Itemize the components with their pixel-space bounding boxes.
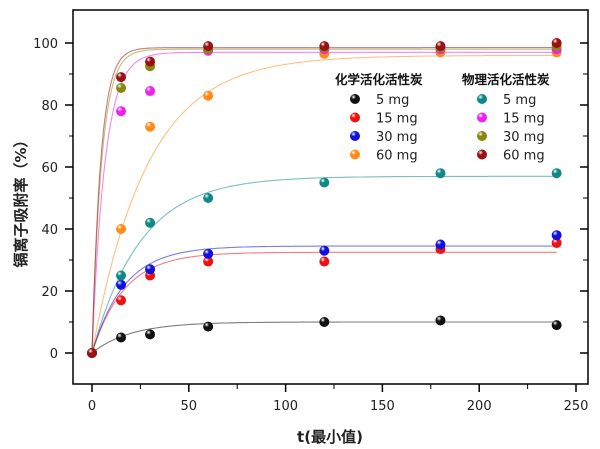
y-tick-label: 60 — [41, 161, 58, 176]
plot-frame — [72, 9, 589, 385]
legend-label: 5 mg — [376, 93, 409, 108]
data-point — [203, 248, 214, 259]
data-point — [116, 72, 127, 83]
data-point — [435, 315, 446, 326]
data-point — [435, 41, 446, 52]
data-point — [116, 224, 127, 234]
x-axis-label: t(最小值) — [297, 428, 363, 446]
data-point — [145, 86, 156, 97]
x-tick-label: 250 — [564, 399, 589, 414]
y-tick-label: 20 — [41, 285, 58, 300]
y-axis-label: 镉离子吸附率（%） — [12, 132, 30, 267]
data-point — [116, 82, 127, 93]
data-point — [203, 90, 214, 101]
data-point — [145, 329, 156, 340]
fit-curve — [91, 51, 557, 354]
y-tick-label: 80 — [41, 99, 58, 114]
x-tick-label: 50 — [181, 399, 198, 414]
legend-label: 60 mg — [376, 149, 418, 164]
legend-label: 30 mg — [503, 130, 545, 145]
legend-label: 30 mg — [376, 130, 418, 145]
y-tick-label: 0 — [50, 347, 58, 362]
legend-label: 15 mg — [376, 112, 418, 127]
data-point — [319, 317, 330, 327]
data-point — [116, 279, 127, 290]
data-point — [116, 295, 127, 306]
data-point — [145, 121, 156, 132]
legend-marker — [350, 112, 360, 123]
legend-marker — [477, 149, 487, 160]
legend-title: 物理活化活性炭 — [462, 72, 550, 87]
data-point — [551, 38, 562, 48]
data-point — [87, 348, 97, 358]
legend-marker — [350, 94, 360, 104]
legend-label: 15 mg — [503, 112, 545, 127]
x-tick-label: 200 — [467, 399, 492, 414]
y-tick-label: 100 — [33, 37, 58, 52]
data-point — [203, 41, 214, 52]
x-tick-label: 150 — [370, 399, 395, 414]
data-point — [116, 106, 127, 117]
fit-curve — [91, 48, 557, 354]
legend-marker — [477, 112, 487, 123]
data-point — [145, 264, 156, 275]
data-point — [203, 256, 214, 267]
data-point — [116, 270, 127, 281]
y-tick-label: 40 — [41, 223, 58, 238]
data-point — [203, 321, 214, 332]
x-tick-label: 0 — [88, 399, 96, 414]
legend-marker — [477, 94, 487, 104]
data-point — [319, 256, 330, 267]
legend-title: 化学活化活性炭 — [335, 72, 423, 87]
legend-label: 60 mg — [503, 149, 545, 164]
data-point — [551, 168, 562, 179]
data-point — [551, 237, 562, 248]
data-point — [116, 332, 127, 343]
data-point — [435, 239, 446, 250]
data-point — [551, 320, 562, 331]
data-point — [319, 245, 330, 256]
data-point — [203, 193, 214, 203]
data-point — [319, 41, 330, 52]
data-point — [435, 168, 446, 179]
legend-label: 5 mg — [503, 93, 536, 108]
data-point — [319, 177, 330, 188]
data-point — [145, 56, 156, 67]
fit-curve — [91, 47, 557, 354]
legend-marker — [477, 131, 487, 141]
legend-marker — [350, 149, 360, 160]
data-point — [551, 230, 562, 241]
x-tick-label: 100 — [273, 399, 298, 414]
fit-curve — [91, 251, 557, 354]
data-point — [145, 217, 156, 228]
legend-marker — [350, 131, 360, 141]
fit-curve — [91, 54, 557, 354]
